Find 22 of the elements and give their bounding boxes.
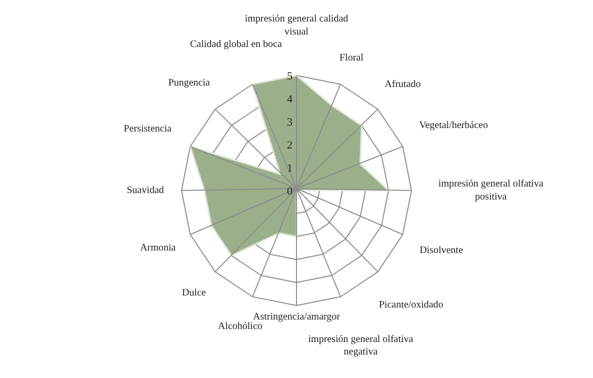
spoke-label: impresión general olfativa positiva — [438, 178, 544, 202]
y-tick-label: 3 — [287, 116, 293, 128]
spoke-label: Afrutado — [384, 78, 421, 90]
spoke-label: Dulce — [182, 288, 206, 299]
spoke-label: Pungencia — [168, 78, 210, 89]
spoke-label: Astringencia/amargor — [252, 312, 341, 322]
spoke-label: Floral — [339, 52, 364, 64]
y-tick-label: 0 — [287, 186, 293, 198]
spoke-label: Picante/oxidado — [378, 300, 444, 311]
spoke-label: impresión general calidad visual — [244, 14, 348, 38]
spoke-label: Disolvente — [420, 244, 464, 256]
spoke-label: Alcohólico — [218, 320, 262, 332]
y-tick-label: 5 — [287, 70, 293, 82]
spoke-label: Armonia — [140, 242, 176, 254]
y-tick-label: 2 — [287, 140, 292, 152]
y-tick-label: 4 — [287, 94, 293, 106]
spoke-label: Vegetal/herbáceo — [419, 120, 488, 131]
spoke-label: Calidad global en boca — [190, 38, 282, 50]
y-tick-label: 1 — [287, 162, 292, 174]
spoke-label: impresión general olfativa negativa — [308, 334, 414, 358]
spoke-label: Suavidad — [126, 185, 164, 196]
spoke-label: Persistencia — [124, 123, 172, 134]
